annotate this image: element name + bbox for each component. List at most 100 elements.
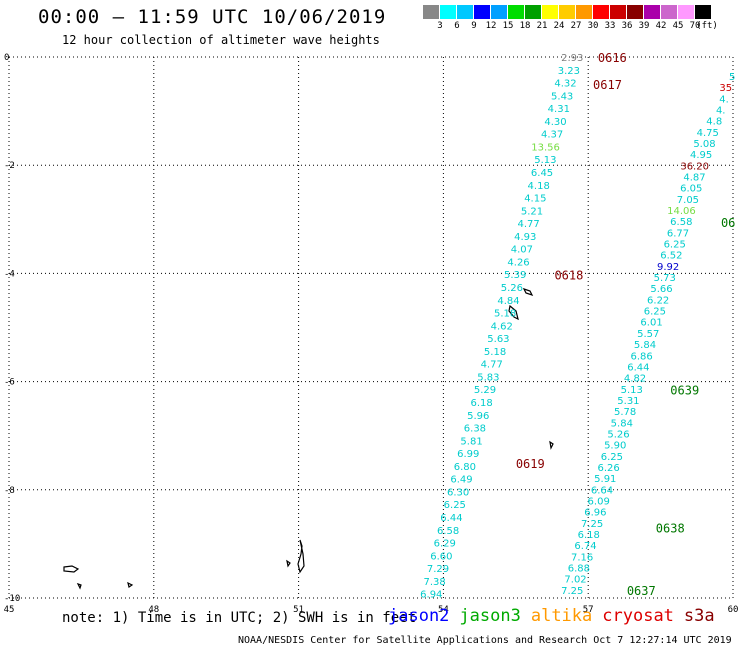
island-outline: [63, 565, 80, 573]
wave-height-value: 5.66: [650, 284, 672, 295]
pass-time-label: 0618: [554, 268, 583, 282]
satellite-name: jason3: [459, 606, 521, 626]
legend-label: 9: [471, 21, 477, 31]
wave-height-value: 6.94: [420, 590, 442, 601]
legend-swatch: [542, 5, 559, 19]
legend-label: 3: [437, 21, 443, 31]
wave-height-value: 5.90: [604, 441, 626, 452]
satellite-key: jason2 jason3 altika cryosat s3a: [388, 606, 725, 626]
satellite-name: s3a: [683, 606, 715, 626]
wave-height-value: 14.06: [667, 206, 696, 217]
wave-height-value: 6.77: [667, 228, 689, 239]
pass-time-label: 0619: [516, 457, 545, 471]
pass-time-label: 0638: [656, 522, 685, 536]
lat-tick-label: -2: [4, 161, 15, 171]
legend-swatch: [491, 5, 508, 19]
wave-height-value: 6.30: [447, 487, 469, 498]
lon-tick-label: 54: [438, 605, 449, 615]
wave-height-value: 4.37: [541, 130, 563, 141]
wave-height-value: 6.25: [644, 307, 666, 318]
wave-height-value: 4.93: [514, 232, 536, 243]
wave-height-value: 5.13: [621, 385, 643, 396]
wave-height-value: 5.81: [460, 436, 482, 447]
wave-height-value: 6.88: [568, 564, 590, 575]
legend-unit: (ft): [696, 21, 718, 31]
wave-height-value: 6.01: [640, 318, 662, 329]
legend-label: 45: [672, 21, 684, 31]
color-legend: 3 6 9 12 15 18 21 24 27 30 33 36 39 42 45 70 (ft): [423, 5, 740, 31]
legend-label: 30: [587, 21, 599, 31]
wave-height-value: 7.25: [561, 586, 583, 597]
wave-height-value: 5.29: [474, 385, 496, 396]
wave-height-value: 4.87: [683, 172, 705, 183]
chart-title: 00:00 – 11:59 UTC 10/06/2019: [38, 6, 387, 28]
credit-line: NOAA/NESDIS Center for Satellite Applica…: [238, 635, 732, 646]
legend-swatch: [474, 5, 491, 19]
lon-tick-label: 57: [583, 605, 594, 615]
legend-label: 18: [519, 21, 531, 31]
wave-height-value: 2.93: [561, 53, 583, 64]
wave-height-value: 5.26: [501, 283, 523, 294]
wave-height-value: 5.43: [551, 91, 573, 102]
satellite-name: jason2: [388, 606, 450, 626]
lat-tick-label: 0: [4, 53, 9, 63]
pass-time-label: 0616: [598, 51, 627, 65]
wave-height-value: 5.31: [617, 396, 639, 407]
legend-label: 15: [502, 21, 514, 31]
legend-swatch: [440, 5, 457, 19]
wave-height-value: 4.32: [554, 79, 576, 90]
island-outline: [522, 287, 534, 297]
legend-swatch: [423, 5, 440, 19]
wave-height-value: 6.64: [591, 485, 613, 496]
wave-height-value: 6.44: [440, 513, 462, 524]
wave-height-value: 6.58: [670, 217, 692, 228]
wave-height-value: 5.21: [521, 206, 543, 217]
footer-note: note: 1) Time is in UTC; 2) SWH is in fe…: [62, 610, 417, 626]
wave-height-value: 5.18: [494, 309, 516, 320]
legend-label: 70: [689, 21, 701, 31]
wave-height-value: 6.25: [601, 452, 623, 463]
wave-height-value: 6.22: [647, 295, 669, 306]
wave-height-value: 4.75: [697, 128, 719, 139]
wave-height-value: 6.80: [454, 462, 476, 473]
wave-height-value: 5.73: [654, 273, 676, 284]
wave-height-value: 5.39: [504, 270, 526, 281]
wave-height-value: 5.83: [477, 372, 499, 383]
lat-tick-label: -6: [4, 378, 15, 388]
wave-height-value: 4.95: [690, 150, 712, 161]
legend-label: 21: [536, 21, 548, 31]
wave-height-value: 5.78: [614, 407, 636, 418]
wave-height-value: 6.25: [444, 500, 466, 511]
wave-height-value: 9.92: [657, 262, 679, 273]
pass-time-label: 0617: [593, 78, 622, 92]
wave-height-value: 4.30: [544, 117, 566, 128]
legend-swatch: [508, 5, 525, 19]
island-outline: [76, 582, 82, 590]
island-outline: [508, 304, 519, 321]
wave-height-value: 4.77: [517, 219, 539, 230]
wave-height-value: 4.84: [497, 296, 519, 307]
lat-tick-label: -4: [4, 269, 15, 279]
pass-time-label: 0639: [670, 384, 699, 398]
legend-swatch: [661, 5, 678, 19]
wave-height-value: 5.63: [487, 334, 509, 345]
wave-height-value: 5.84: [611, 418, 633, 429]
wave-height-value: 6.05: [680, 184, 702, 195]
wave-height-value: 5.57: [637, 329, 659, 340]
wave-height-value: 6.18: [471, 398, 493, 409]
wave-height-value: 4.26: [507, 257, 529, 268]
wave-height-value: 6.44: [627, 362, 649, 373]
legend-label: 27: [570, 21, 582, 31]
wave-height-value: 6.18: [578, 530, 600, 541]
wave-height-value: 4.07: [511, 245, 533, 256]
legend-swatches: [423, 5, 740, 19]
wave-height-value: 13.56: [531, 142, 560, 153]
legend-swatch: [525, 5, 542, 19]
wave-height-value: 7.02: [564, 575, 586, 586]
satellite-name: cryosat: [602, 606, 674, 626]
pass-time-label: 0637: [627, 584, 656, 598]
legend-label: 36: [621, 21, 633, 31]
wave-height-value: 4.31: [548, 104, 570, 115]
legend-swatch: [644, 5, 661, 19]
